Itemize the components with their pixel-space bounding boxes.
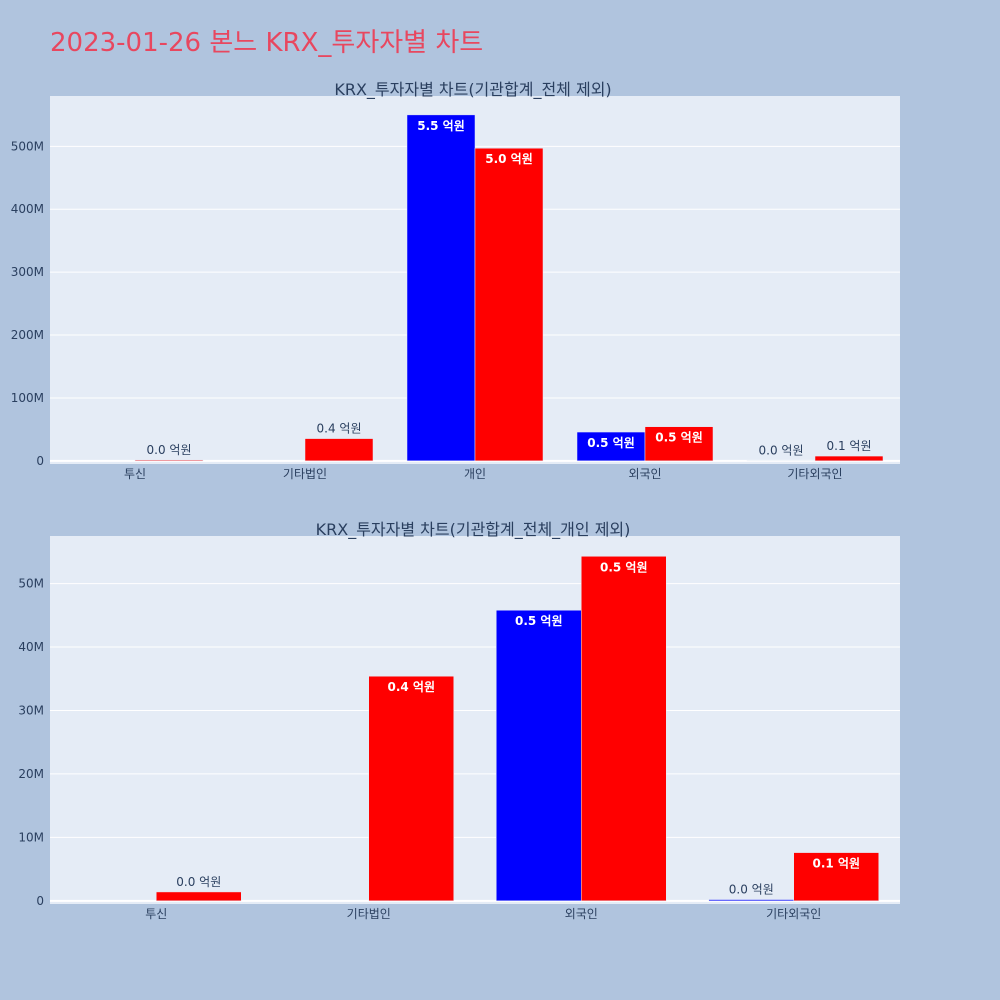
bar-data-label: 0.5 억원 — [515, 614, 563, 628]
bar[interactable] — [581, 556, 667, 902]
plot-area — [50, 536, 900, 904]
x-tick-label: 기타법인 — [347, 907, 391, 921]
bar-data-label: 0.5 억원 — [587, 436, 635, 450]
x-tick-label: 투신 — [145, 907, 167, 921]
y-tick-label: 300M — [11, 265, 44, 279]
bar-data-label: 5.0 억원 — [485, 152, 533, 166]
x-tick-label: 기타외국인 — [766, 907, 821, 921]
page-title: 2023-01-26 본느 KRX_투자자별 차트 — [50, 28, 484, 58]
y-tick-label: 0 — [36, 454, 44, 468]
bar-data-label: 0.4 억원 — [387, 680, 435, 694]
y-tick-label: 50M — [18, 577, 44, 591]
bar[interactable] — [474, 147, 544, 462]
y-tick-label: 20M — [18, 767, 44, 781]
bar-data-label: 0.5 억원 — [600, 560, 648, 574]
chart-top: KRX_투자자별 차트(기관합계_전체 제외) 0 100M 200M 300M 400… — [11, 80, 900, 481]
bar[interactable] — [156, 891, 242, 902]
bar-data-label: 0.0 억원 — [147, 443, 192, 457]
y-tick-label: 200M — [11, 328, 44, 342]
bar[interactable] — [368, 675, 454, 902]
x-tick-label: 기타법인 — [283, 467, 327, 481]
bar-data-label: 0.5 억원 — [655, 431, 703, 445]
y-tick-label: 500M — [11, 139, 44, 153]
bar[interactable] — [644, 426, 714, 462]
y-tick-label: 10M — [18, 830, 44, 844]
y-tick-label: 30M — [18, 703, 44, 717]
bar-data-label: 0.0 억원 — [729, 883, 774, 897]
y-tick-label: 0 — [36, 894, 44, 908]
x-tick-label: 기타외국인 — [787, 467, 842, 481]
x-tick-label: 외국인 — [628, 467, 661, 481]
bar-data-label: 0.0 억원 — [759, 444, 804, 458]
bar[interactable] — [814, 455, 884, 462]
bar[interactable] — [793, 852, 879, 902]
bar[interactable] — [576, 431, 646, 462]
bar-data-label: 0.1 억원 — [827, 439, 872, 453]
bar[interactable] — [496, 609, 582, 902]
chart-bottom: KRX_투자자별 차트(기관합계_전체_개인 제외) 0 10M 20M 30M 40M… — [18, 520, 900, 921]
bar[interactable] — [406, 114, 476, 462]
chart-bottom-title: KRX_투자자별 차트(기관합계_전체_개인 제외) — [316, 520, 631, 540]
bar-data-label: 0.1 억원 — [812, 857, 860, 871]
bar[interactable] — [304, 438, 374, 462]
bar-data-label: 0.0 억원 — [176, 875, 221, 889]
x-tick-label: 개인 — [464, 467, 486, 481]
x-tick-label: 외국인 — [565, 907, 598, 921]
y-tick-label: 40M — [18, 640, 44, 654]
y-tick-label: 400M — [11, 202, 44, 216]
bar[interactable] — [708, 899, 794, 902]
y-tick-label: 100M — [11, 391, 44, 405]
x-tick-label: 투신 — [124, 467, 146, 481]
bar-data-label: 5.5 억원 — [417, 119, 465, 133]
bar[interactable] — [134, 459, 204, 462]
bar-data-label: 0.4 억원 — [317, 422, 362, 436]
chart-top-title: KRX_투자자별 차트(기관합계_전체 제외) — [334, 80, 611, 100]
